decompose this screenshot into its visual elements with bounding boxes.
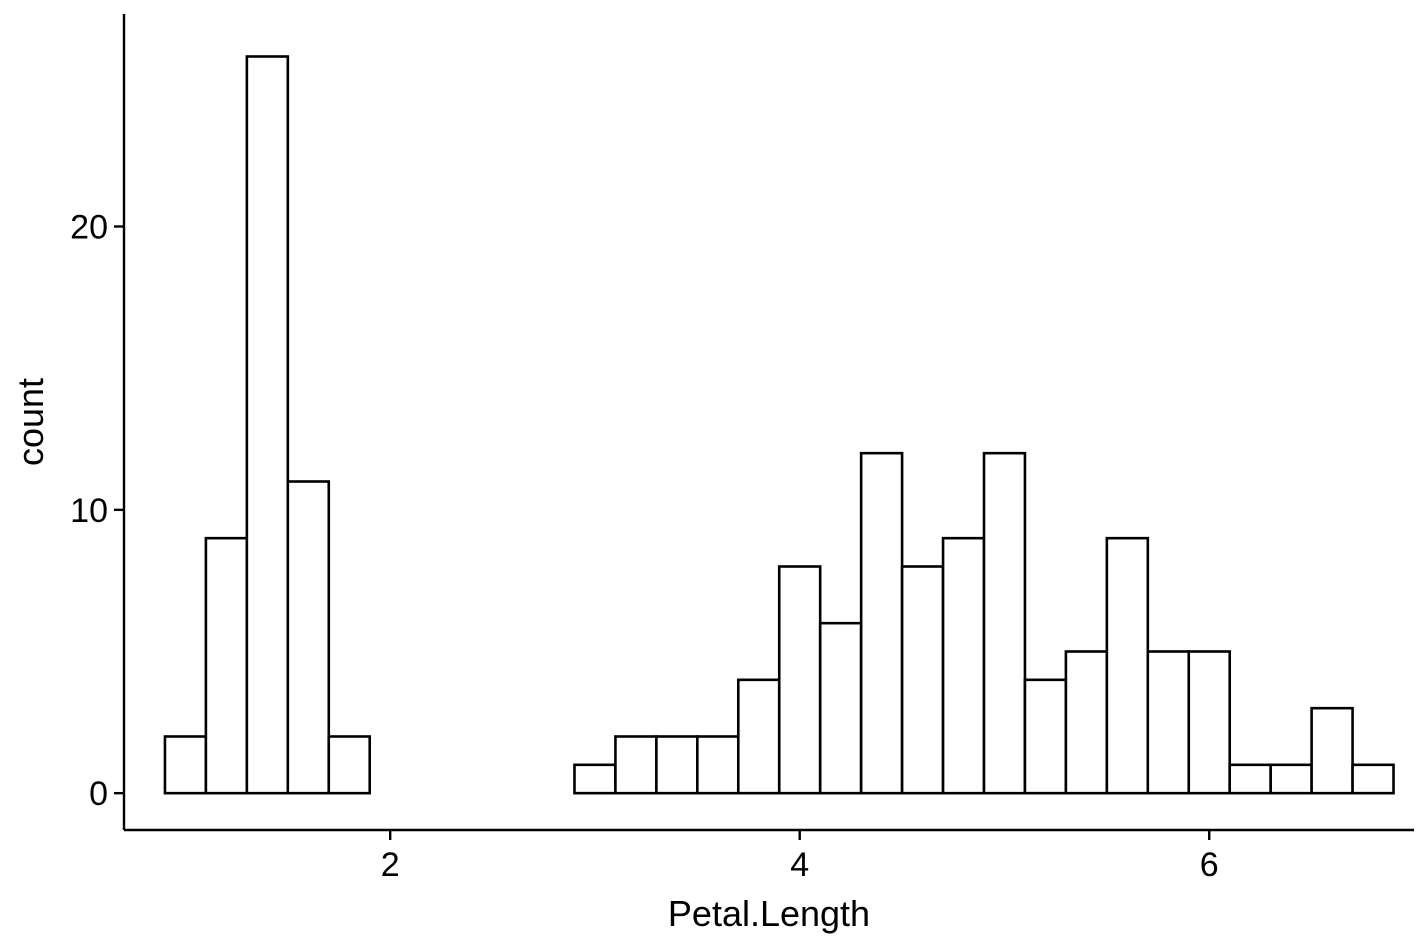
x-axis-title: Petal.Length	[668, 893, 870, 934]
histogram-bar-10	[573, 763, 617, 795]
histogram-bar-15	[777, 565, 822, 795]
x-tick-label: 2	[381, 846, 400, 884]
histogram-bar-2	[245, 55, 290, 795]
histogram-bar-28	[1310, 706, 1354, 795]
histogram-bar-1	[204, 536, 249, 795]
x-tick-label: 6	[1200, 846, 1219, 884]
histogram-bar-26	[1228, 763, 1272, 795]
histogram-bar-19	[941, 536, 986, 795]
histogram-bar-16	[818, 621, 863, 795]
histogram-bar-27	[1269, 763, 1313, 795]
y-tick-label: 0	[89, 775, 108, 813]
histogram-bar-3	[286, 480, 331, 795]
histogram-bar-11	[614, 735, 658, 795]
histogram-bar-12	[655, 735, 699, 795]
histogram-bar-0	[163, 735, 208, 795]
histogram-bar-29	[1351, 763, 1395, 795]
y-axis-ticks: 0 10 20	[70, 209, 124, 813]
histogram-bar-25	[1187, 650, 1232, 795]
x-tick-label: 4	[790, 846, 809, 884]
y-tick-label: 10	[70, 492, 108, 530]
histogram-bar-23	[1105, 536, 1150, 795]
histogram-bar-17	[859, 451, 904, 795]
histogram-bar-18	[900, 565, 945, 795]
histogram-bar-13	[696, 735, 740, 795]
axes	[122, 14, 1414, 832]
histogram-bar-4	[327, 735, 372, 795]
histogram-bar-22	[1064, 650, 1109, 795]
histogram-bar-20	[982, 451, 1027, 795]
x-axis-ticks: 2 4 6	[381, 830, 1219, 884]
y-tick-label: 20	[70, 209, 108, 247]
histogram-bar-24	[1146, 650, 1191, 795]
y-axis-title: count	[10, 378, 51, 466]
histogram-bar-14	[736, 678, 781, 795]
histogram-bars	[163, 55, 1395, 795]
histogram-bar-21	[1023, 678, 1068, 795]
